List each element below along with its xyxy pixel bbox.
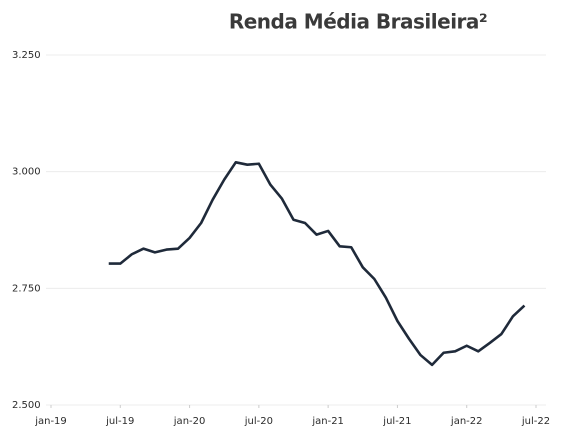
x-tick-label: jul-20 bbox=[244, 416, 273, 427]
x-tick-label: jul-19 bbox=[105, 416, 134, 427]
y-tick-label: 3.250 bbox=[12, 50, 41, 61]
x-tick-label: jan-21 bbox=[311, 416, 344, 427]
x-tick-label: jul-21 bbox=[382, 416, 411, 427]
x-tick-label: jul-22 bbox=[521, 416, 550, 427]
x-tick-label: jan-22 bbox=[450, 416, 483, 427]
x-tick-label: jan-20 bbox=[173, 416, 206, 427]
chart-title: Renda Média Brasileira² bbox=[229, 10, 487, 34]
x-tick-label: jan-19 bbox=[34, 416, 67, 427]
y-tick-label: 3.000 bbox=[12, 167, 41, 178]
y-tick-label: 2.750 bbox=[12, 283, 41, 294]
line-series bbox=[108, 161, 526, 367]
y-tick-label: 2.500 bbox=[12, 400, 41, 411]
